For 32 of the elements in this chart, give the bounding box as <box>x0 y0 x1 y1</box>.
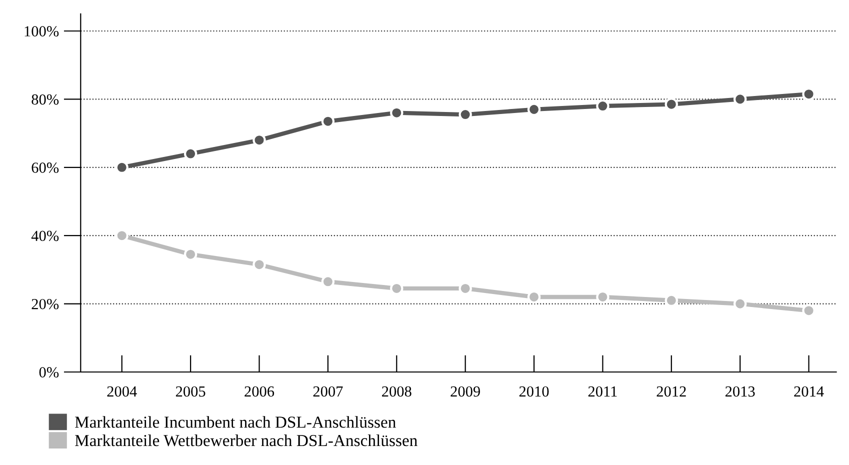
point <box>802 304 816 318</box>
point <box>184 147 198 160</box>
point <box>733 297 747 310</box>
point <box>115 160 128 174</box>
x-tick-label: 2007 <box>313 386 343 397</box>
point <box>664 98 678 111</box>
point <box>252 134 266 147</box>
point <box>733 92 747 106</box>
x-tick-label: 2006 <box>244 386 274 397</box>
y-tick-label: 40% <box>31 230 59 242</box>
y-tick-label: 20% <box>32 298 59 310</box>
x-tick-label: 2004 <box>107 386 137 397</box>
y-tick-label: 60% <box>32 162 59 173</box>
x-tick-label: 2008 <box>382 386 412 397</box>
y-tick-label: 80% <box>32 94 59 105</box>
legend-label: Marktanteile Wettbewerber nach DSL-Anschlüssen <box>75 434 418 446</box>
x-tick-label: 2013 <box>725 386 755 397</box>
point <box>115 229 128 242</box>
x-tick-label: 2009 <box>450 386 480 397</box>
point <box>321 275 335 288</box>
point <box>664 294 678 307</box>
y-tick-label: 100% <box>24 26 59 36</box>
legend-label: Marktanteile Incumbent nach DSL-Anschlüssen <box>75 416 396 428</box>
x-tick-label: 2011 <box>588 386 617 397</box>
x-tick-label: 2005 <box>176 386 206 397</box>
x-tick-label: 2012 <box>656 386 686 397</box>
point <box>390 106 404 120</box>
x-tick-label: 2014 <box>794 386 824 397</box>
x-tick-label: 2010 <box>519 386 549 397</box>
point <box>184 248 198 261</box>
point <box>321 114 335 128</box>
y-tick-label: 0% <box>39 367 59 378</box>
